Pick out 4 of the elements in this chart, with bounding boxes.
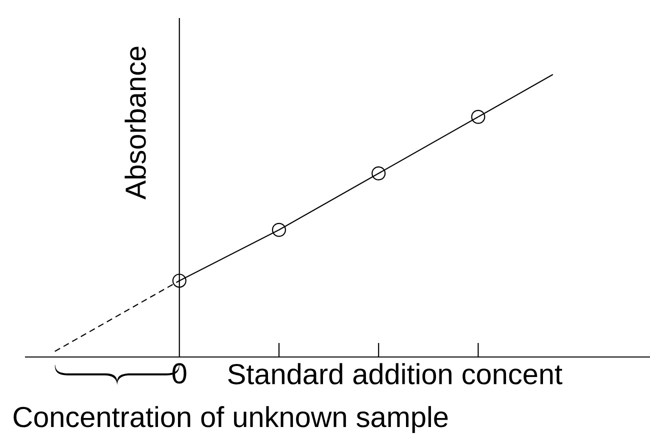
y-axis-title: Absorbance [124,46,146,200]
text: 0 [172,363,186,384]
text: Concentration of unknown sample [14,406,448,433]
x-axis-title: Standard addition concent [228,363,562,384]
